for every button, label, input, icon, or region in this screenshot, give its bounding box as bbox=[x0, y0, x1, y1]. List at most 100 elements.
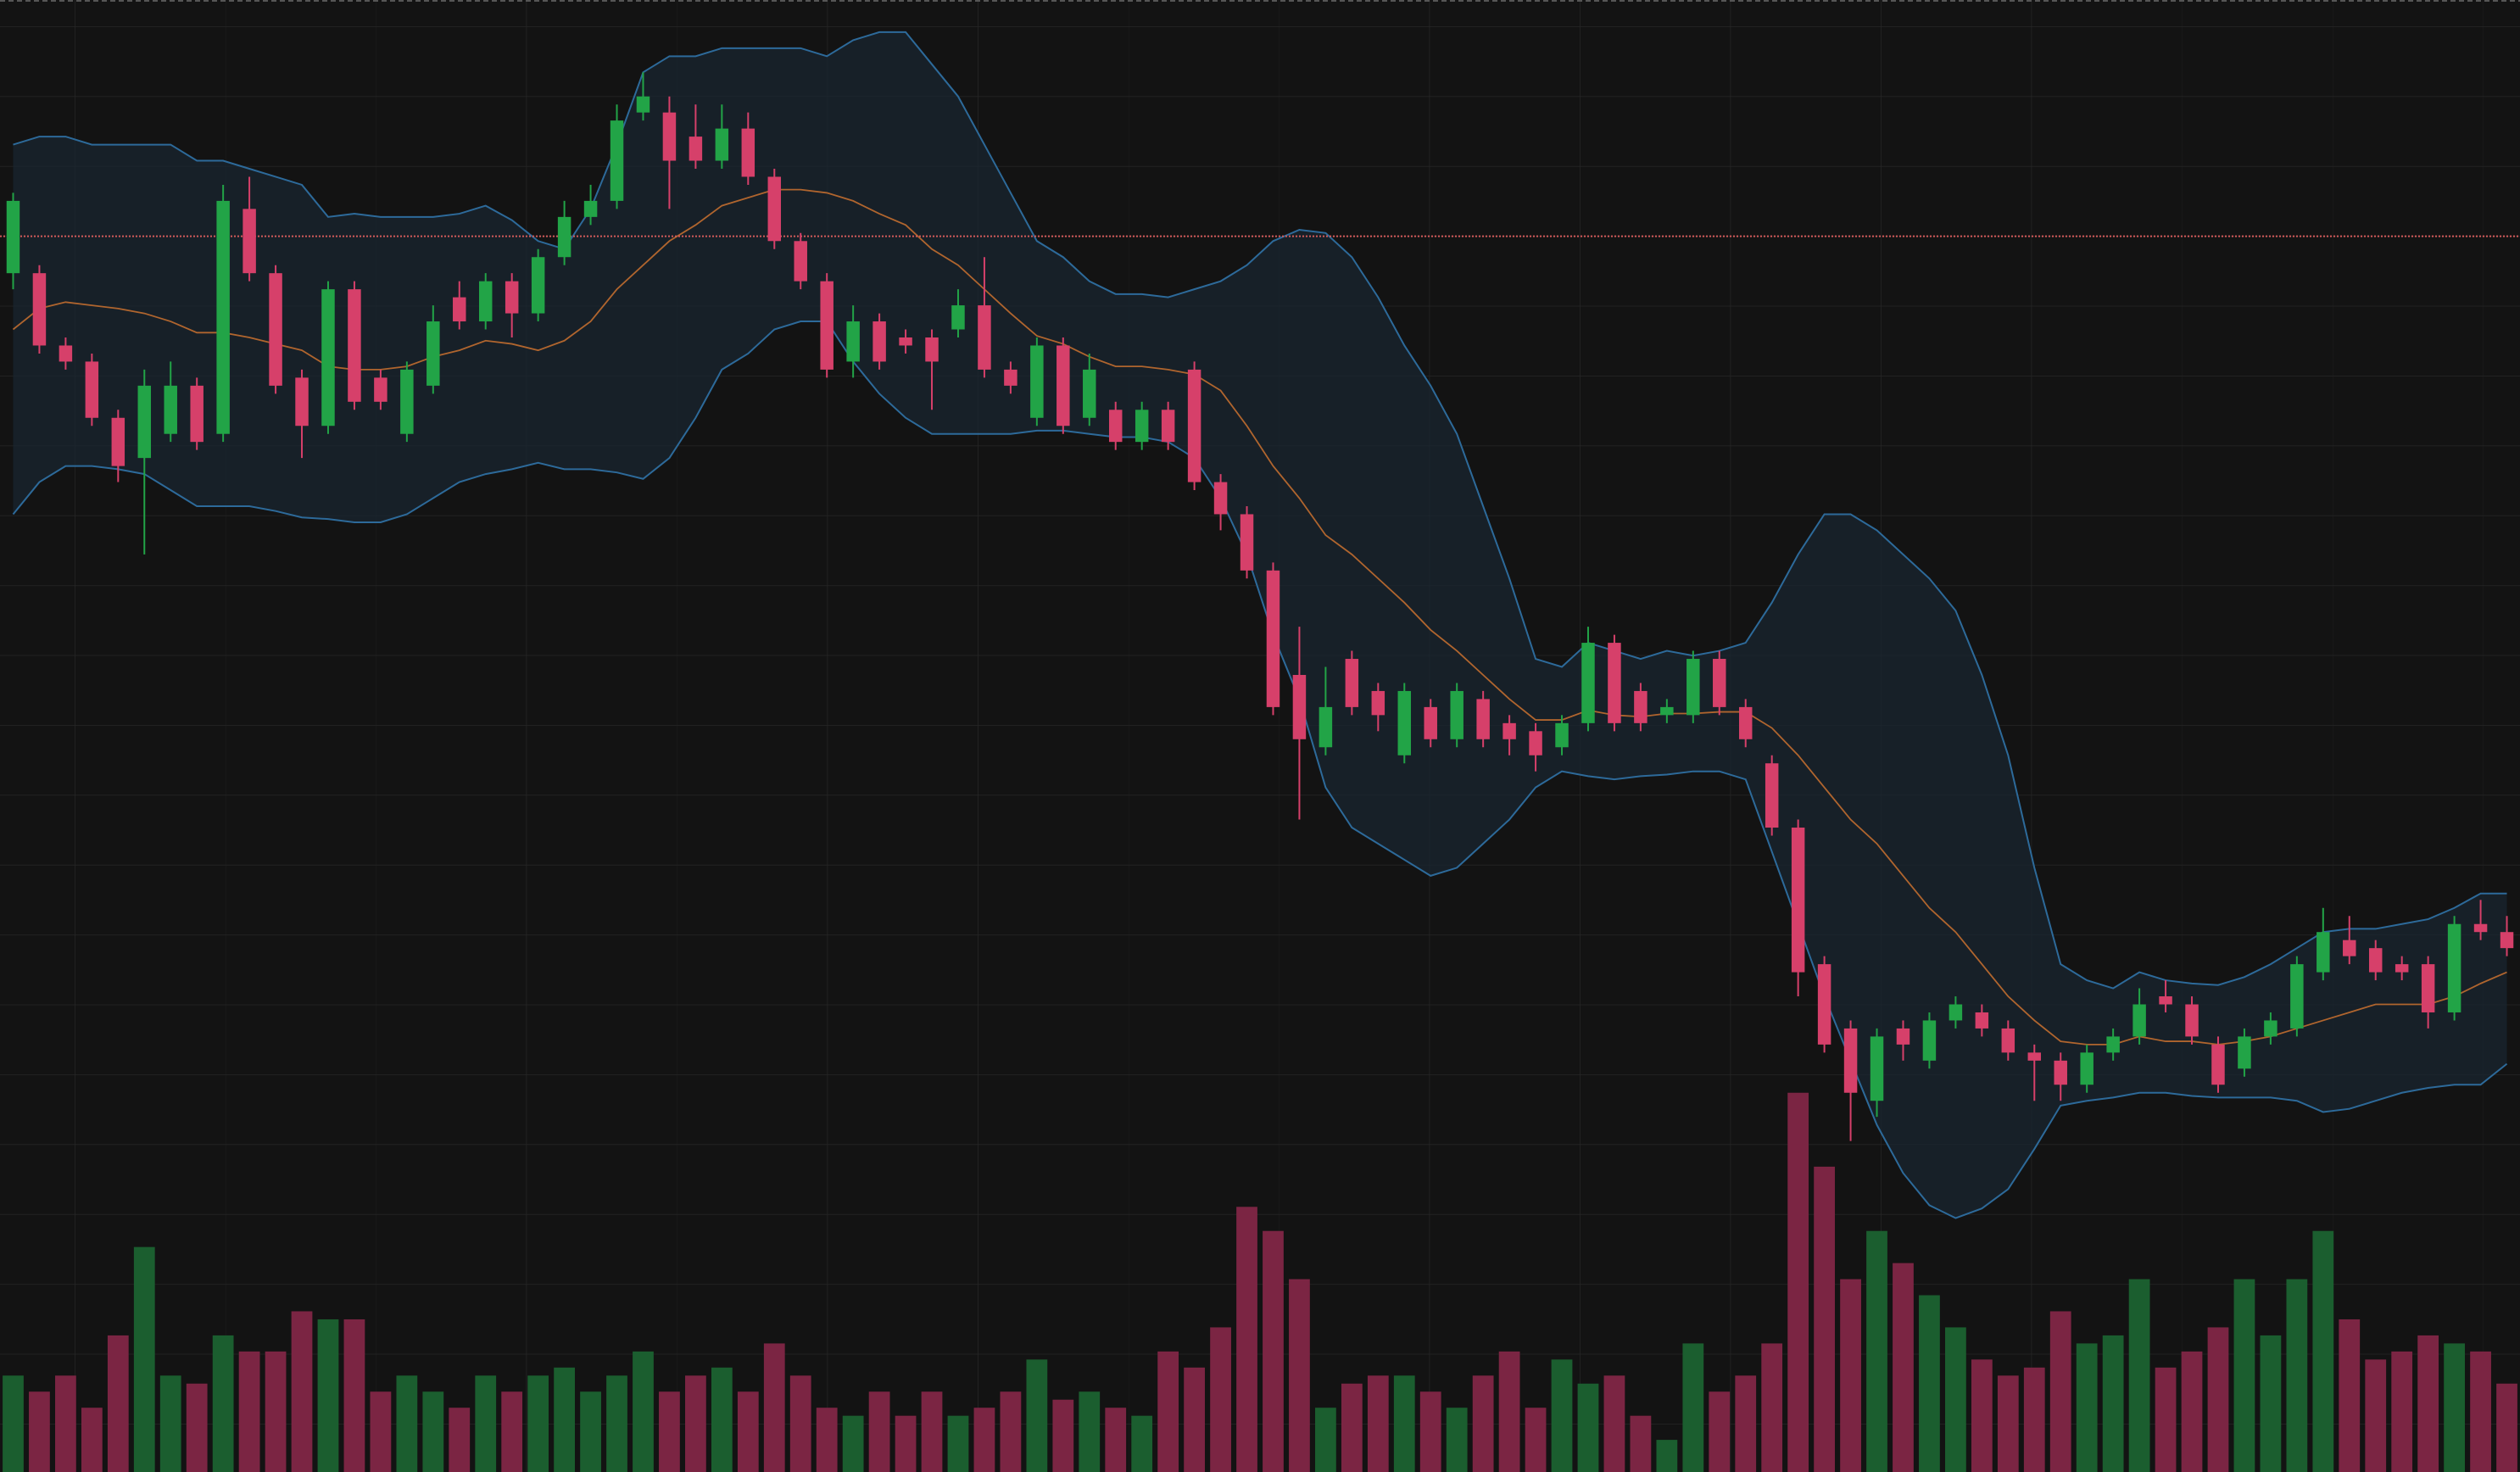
volume-bar bbox=[1971, 1359, 1993, 1472]
candle-body bbox=[1345, 659, 1359, 707]
candle-body bbox=[1319, 706, 1333, 748]
volume-bar bbox=[1393, 1375, 1415, 1472]
volume-bar bbox=[2155, 1367, 2177, 1472]
volume-bar bbox=[343, 1319, 365, 1472]
volume-bar bbox=[317, 1319, 339, 1472]
volume-bar bbox=[842, 1415, 864, 1472]
volume-bar bbox=[633, 1351, 654, 1472]
volume-bar bbox=[2417, 1335, 2439, 1472]
volume-bar bbox=[265, 1351, 287, 1472]
candle-body bbox=[2317, 932, 2330, 973]
candle-body bbox=[32, 273, 47, 346]
volume-bar bbox=[2233, 1279, 2255, 1472]
volume-bar bbox=[685, 1375, 706, 1472]
candle-body bbox=[794, 241, 807, 282]
volume-bar bbox=[291, 1311, 313, 1472]
volume-bar bbox=[1840, 1279, 1861, 1472]
candle-body bbox=[1791, 828, 1805, 973]
candle-body bbox=[1397, 690, 1412, 756]
candle-body bbox=[453, 297, 466, 322]
volume-bar bbox=[947, 1415, 969, 1472]
candle-body bbox=[531, 257, 545, 314]
candle-body bbox=[1240, 514, 1254, 571]
volume-bar bbox=[1682, 1343, 1704, 1472]
volume-bar bbox=[449, 1408, 471, 1472]
candle-body bbox=[1371, 690, 1385, 716]
candle-body bbox=[2343, 940, 2356, 956]
candle-body bbox=[348, 289, 361, 402]
volume-bar bbox=[921, 1391, 943, 1472]
candle-body bbox=[478, 281, 493, 322]
volume-bar bbox=[2076, 1343, 2098, 1472]
candle-body bbox=[1057, 345, 1070, 427]
volume-bar bbox=[1315, 1408, 1336, 1472]
candle-body bbox=[1450, 690, 1463, 739]
candle-body bbox=[216, 200, 230, 434]
candle-body bbox=[951, 305, 965, 330]
volume-bar bbox=[3, 1375, 24, 1472]
volume-bar bbox=[1866, 1230, 1887, 1472]
volume-bar bbox=[1236, 1207, 1257, 1472]
volume-bar bbox=[554, 1367, 575, 1472]
candle-body bbox=[1843, 1028, 1858, 1093]
volume-bar bbox=[763, 1343, 785, 1472]
candle-body bbox=[1004, 369, 1017, 386]
volume-bar bbox=[1210, 1327, 1231, 1472]
volume-bar bbox=[895, 1415, 917, 1472]
volume-bar bbox=[973, 1408, 995, 1472]
band-upper bbox=[13, 31, 2507, 990]
volume-bar bbox=[1157, 1351, 1179, 1472]
candle-body bbox=[1213, 482, 1228, 515]
volume-bar bbox=[868, 1391, 890, 1472]
candle-body bbox=[767, 176, 782, 242]
volume-bar bbox=[2286, 1279, 2308, 1472]
candle-body bbox=[1187, 369, 1201, 482]
volume-bar bbox=[55, 1375, 76, 1472]
candle-body bbox=[1687, 659, 1700, 716]
candle-body bbox=[925, 337, 939, 362]
volume-bar bbox=[133, 1246, 155, 1472]
volume-bar bbox=[1446, 1408, 1468, 1472]
volume-bar bbox=[580, 1391, 601, 1472]
volume-bar bbox=[1630, 1415, 1652, 1472]
candle-body bbox=[2211, 1044, 2225, 1085]
volume-bar bbox=[238, 1351, 260, 1472]
candle-body bbox=[689, 137, 703, 161]
candle-body bbox=[295, 377, 309, 427]
candle-body bbox=[583, 200, 598, 217]
candle-body bbox=[1634, 690, 1647, 723]
volume-bar bbox=[1026, 1359, 1048, 1472]
volume-bar bbox=[1367, 1375, 1389, 1472]
volume-bar bbox=[1105, 1408, 1127, 1472]
volume-bar bbox=[659, 1391, 680, 1472]
candle-body bbox=[1949, 1004, 1963, 1021]
candle-body bbox=[2185, 1004, 2199, 1037]
volume-bar bbox=[212, 1335, 234, 1472]
candle-body bbox=[2238, 1036, 2251, 1069]
volume-bar bbox=[1945, 1327, 1966, 1472]
volume-bar bbox=[1761, 1343, 1783, 1472]
volume-bar bbox=[2102, 1335, 2124, 1472]
volume-bar bbox=[2207, 1327, 2229, 1472]
volume-bar bbox=[1419, 1391, 1441, 1472]
candle-body bbox=[400, 369, 414, 434]
candle-body bbox=[190, 385, 203, 443]
candle-body bbox=[1765, 763, 1779, 828]
candle-body bbox=[2159, 996, 2172, 1005]
candle-body bbox=[1738, 706, 1753, 739]
volume-bar bbox=[422, 1391, 444, 1472]
candle-body bbox=[1975, 1012, 1989, 1029]
volume-bar bbox=[2049, 1311, 2071, 1472]
volume-bar bbox=[2496, 1383, 2517, 1472]
candle-body bbox=[427, 321, 440, 386]
candle-body bbox=[59, 345, 73, 362]
volume-bar bbox=[789, 1375, 811, 1472]
volume-bar bbox=[1787, 1092, 1809, 1472]
candle-body bbox=[1161, 410, 1175, 443]
volume-bar bbox=[1997, 1375, 2019, 1472]
volume-bar bbox=[1289, 1279, 1310, 1472]
candle-body bbox=[1424, 706, 1437, 739]
band-fill bbox=[13, 31, 2507, 1218]
